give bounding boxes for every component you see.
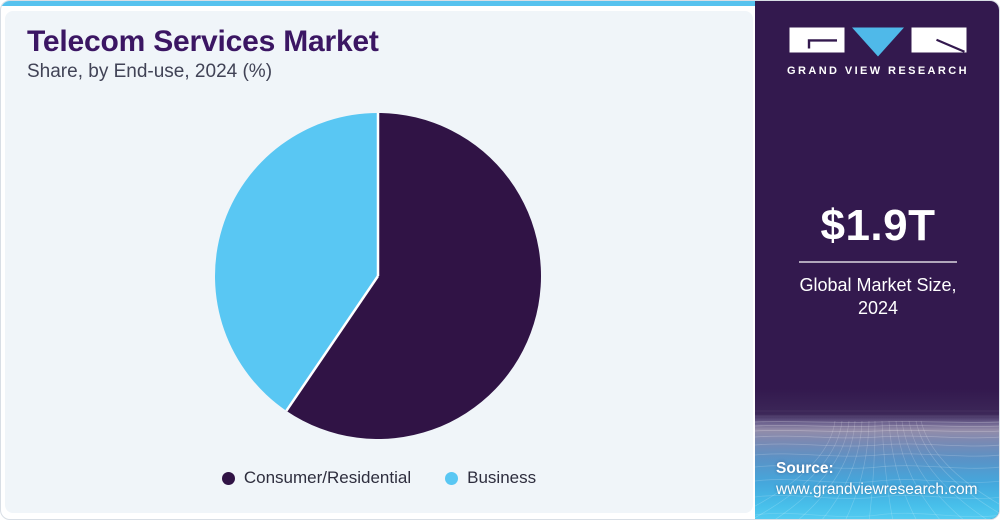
legend: Consumer/Residential Business xyxy=(5,468,753,488)
logo-r-glyph xyxy=(936,38,965,53)
legend-item-business: Business xyxy=(445,468,536,488)
accent-strip xyxy=(1,1,755,6)
wireframe-mesh-icon xyxy=(755,410,999,519)
gvr-logo-icon xyxy=(789,27,967,57)
chart-title: Telecom Services Market xyxy=(27,25,379,58)
legend-label: Consumer/Residential xyxy=(243,468,412,487)
legend-label: Business xyxy=(467,468,537,487)
pie-chart xyxy=(214,113,541,439)
stat-divider xyxy=(799,261,957,263)
wave-graphic: Source: www.grandviewresearch.com xyxy=(755,389,999,519)
logo-v-triangle xyxy=(852,27,904,57)
stat-label: Global Market Size, 2024 xyxy=(755,274,999,321)
brand-name: GRAND VIEW RESEARCH xyxy=(787,65,969,77)
legend-dot xyxy=(221,471,235,485)
market-size-stat: $1.9T Global Market Size, 2024 xyxy=(755,201,999,321)
legend-item-consumer-residential: Consumer/Residential xyxy=(221,468,412,488)
sidebar: GRAND VIEW RESEARCH $1.9T Global Market … xyxy=(755,1,999,519)
legend-dot xyxy=(445,471,459,485)
source-url: www.grandviewresearch.com xyxy=(776,480,978,498)
chart-subtitle: Share, by End-use, 2024 (%) xyxy=(27,61,273,82)
pie-slice-business xyxy=(214,113,378,411)
source-block: Source: www.grandviewresearch.com xyxy=(776,459,978,501)
pie-slice-divider xyxy=(285,275,380,412)
gvr-logo: GRAND VIEW RESEARCH xyxy=(755,27,999,77)
stat-label-line2: 2024 xyxy=(857,298,899,319)
logo-g-glyph xyxy=(807,39,837,49)
pie-slice-consumer-residential xyxy=(286,113,541,439)
stat-label-line1: Global Market Size, xyxy=(799,275,957,295)
stat-value: $1.9T xyxy=(820,201,936,250)
source-label: Source: xyxy=(776,460,834,477)
